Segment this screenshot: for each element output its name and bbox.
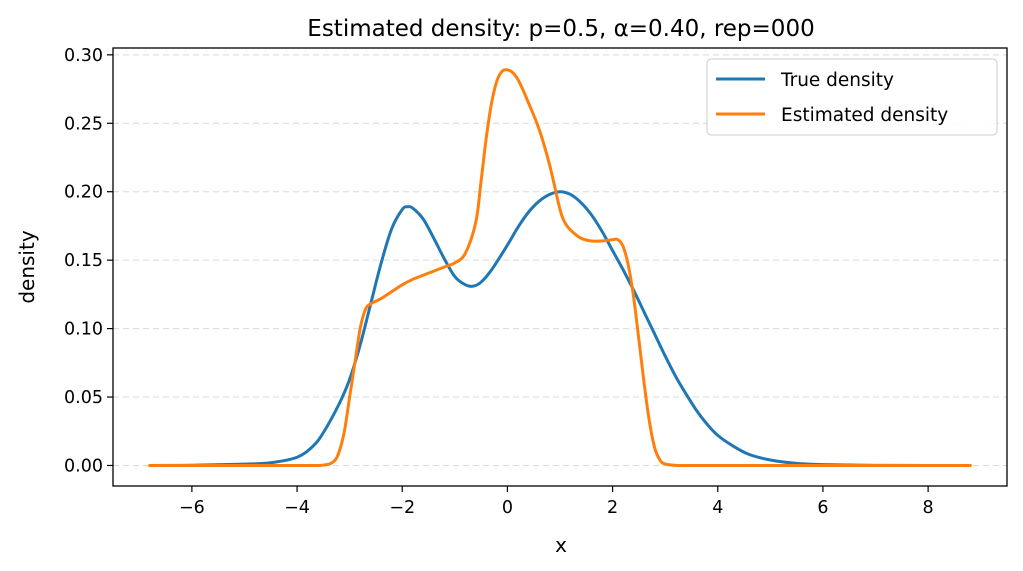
x-tick-label: −6	[179, 498, 205, 518]
legend: True density Estimated density	[706, 58, 998, 136]
y-tick-label: 0.25	[64, 114, 103, 134]
x-axis: −6 −4 −2 0 2 4 6 8	[179, 486, 934, 518]
x-tick-label: −4	[284, 498, 310, 518]
x-tick-label: 4	[712, 498, 723, 518]
y-tick-label: 0.20	[64, 183, 103, 203]
y-tick-label: 0.30	[64, 46, 103, 66]
y-tick-label: 0.05	[64, 388, 103, 408]
x-tick-label: 8	[923, 498, 934, 518]
y-axis: 0.00 0.05 0.10 0.15 0.20 0.25 0.30	[64, 46, 113, 476]
legend-box	[706, 58, 998, 136]
x-tick-label: −2	[389, 498, 415, 518]
x-tick-label: 0	[502, 498, 513, 518]
legend-label-true-density: True density	[780, 70, 894, 91]
series-line-estimated-density	[148, 68, 972, 468]
y-tick-label: 0.00	[64, 456, 103, 476]
plot-frame	[112, 47, 1008, 487]
y-tick-label: 0.15	[64, 251, 103, 271]
series-layer	[148, 68, 972, 468]
legend-label-estimated-density: Estimated density	[781, 105, 948, 126]
x-tick-label: 2	[607, 498, 618, 518]
y-tick-label: 0.10	[64, 320, 103, 340]
x-axis-label: x	[555, 533, 567, 557]
y-axis-label: density	[15, 230, 39, 303]
chart-title: Estimated density: p=0.5, α=0.40, rep=00…	[307, 16, 814, 42]
x-tick-label: 6	[817, 498, 828, 518]
